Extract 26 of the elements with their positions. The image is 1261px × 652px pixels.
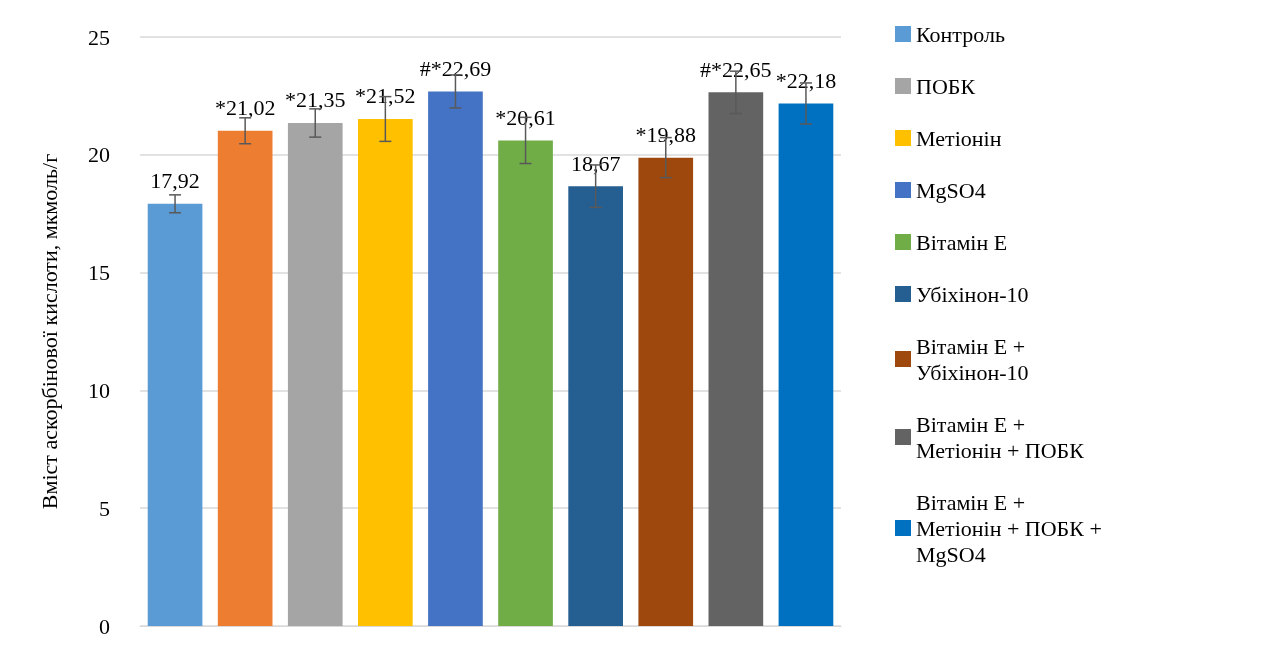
data-label: *21,35 bbox=[285, 87, 346, 113]
legend-label: Вітамін E + Метіонін + ПОБК + MgSO4 bbox=[916, 489, 1108, 567]
y-axis-title: Вміст аскорбінової кислоти, мкмоль/г bbox=[36, 153, 62, 510]
legend-label: Вітамін E + Убіхінон-10 bbox=[916, 333, 1031, 385]
legend-label: Вітамін E bbox=[916, 229, 1008, 255]
legend-label: Контроль bbox=[916, 21, 1005, 47]
legend-label: Метіонін bbox=[916, 125, 1002, 151]
legend-label: Убіхінон-10 bbox=[916, 281, 1029, 307]
legend-label: Вітамін E + Метіонін + ПОБК bbox=[916, 411, 1085, 463]
data-label: 18,67 bbox=[570, 150, 621, 176]
data-label: #*22,69 bbox=[419, 55, 492, 81]
data-label: *21,52 bbox=[355, 83, 416, 109]
y-tick-label: 10 bbox=[88, 377, 110, 403]
data-label: #*22,65 bbox=[700, 56, 772, 82]
data-label: 17,92 bbox=[150, 168, 200, 194]
data-label: *21,02 bbox=[214, 95, 276, 121]
legend-label: MgSO4 bbox=[916, 177, 986, 203]
data-label: *22,18 bbox=[775, 67, 837, 93]
y-tick-label: 0 bbox=[99, 613, 110, 639]
y-tick-label: 5 bbox=[99, 495, 110, 521]
y-tick-label: 25 bbox=[88, 24, 110, 50]
legend-label: ПОБК bbox=[916, 73, 976, 99]
data-label: *20,61 bbox=[495, 104, 556, 130]
y-tick-label: 20 bbox=[88, 142, 110, 168]
data-label: *19,88 bbox=[635, 122, 696, 148]
y-tick-label: 15 bbox=[88, 260, 110, 286]
